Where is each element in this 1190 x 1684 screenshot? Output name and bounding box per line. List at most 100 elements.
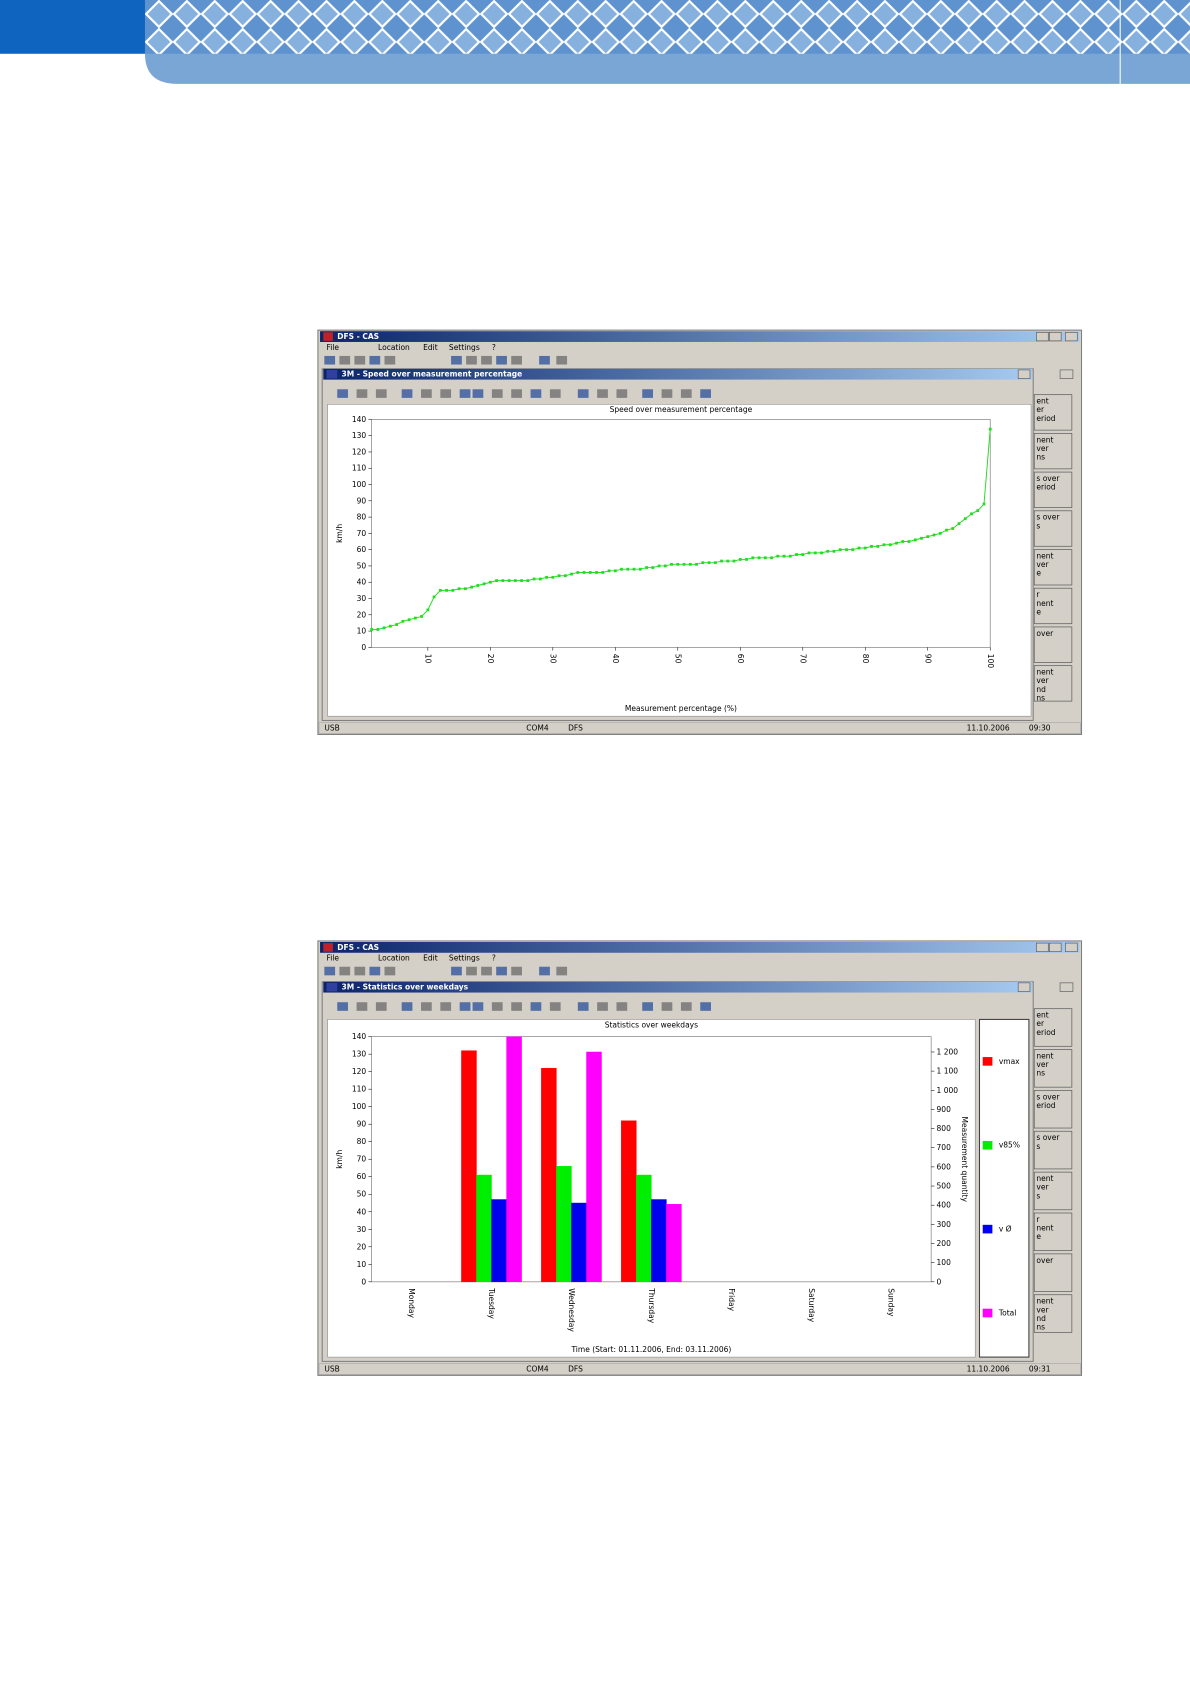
close-button[interactable] [1065,332,1078,342]
data-point [920,536,923,540]
data-point [520,579,523,582]
chart-title: Speed over measurement percentage [610,405,753,414]
data-point [776,554,780,558]
toolbar-icon [496,355,507,365]
data-point [988,427,992,431]
menu-item[interactable]: Edit [423,954,438,963]
toolbar-icon [491,1002,503,1011]
data-point [738,558,742,561]
data-point [420,615,423,618]
side-button-label: ns [1036,1069,1045,1078]
y-tick-label: 140 [352,1032,367,1041]
toolbar-icon [661,1002,673,1011]
side-button[interactable] [1033,1049,1073,1088]
side-button[interactable] [1033,1008,1073,1047]
menu-item[interactable]: File [326,343,339,352]
side-button-label: over [1036,629,1054,638]
minimize-button[interactable] [1036,942,1049,952]
data-point [501,579,505,582]
data-point [863,546,867,550]
toolbar-icon [700,1002,711,1011]
y-tick-label: 130 [352,1050,367,1059]
x-tick-label: Tuesday [487,1287,496,1319]
status-text: COM4 [526,1364,549,1373]
side-button[interactable] [1033,1090,1073,1129]
inner-title-bar [323,368,1033,380]
side-button[interactable] [1033,1171,1073,1211]
side-button[interactable] [1033,394,1073,431]
data-point [670,562,673,566]
side-button-label: nent [1036,1051,1053,1060]
legend-panel [978,1018,1030,1358]
maximize-button[interactable] [1049,942,1062,952]
y-tick-label: 70 [357,529,367,538]
side-button[interactable] [1033,626,1073,663]
side-button[interactable] [1033,1253,1073,1292]
side-button-label: e [1036,607,1041,616]
y-tick-label: 120 [352,1067,367,1076]
side-button[interactable] [1033,665,1073,702]
y-tick-label: 500 [937,1182,952,1191]
menu-item[interactable]: Settings [449,954,480,963]
data-point [682,562,686,566]
side-button-label: nent [1036,1174,1053,1183]
menu-item[interactable]: ? [492,343,496,352]
status-text: 11.10.2006 [967,1364,1010,1373]
toolbar-icon [401,389,413,398]
side-close[interactable] [1059,369,1074,379]
side-button-label: nd [1036,1314,1046,1323]
toolbar-icon [472,1002,484,1011]
data-point [876,545,880,548]
toolbar-icon [511,1002,522,1011]
close-button[interactable] [1065,942,1078,952]
data-point [601,571,605,574]
menu-item[interactable]: ? [492,954,496,963]
menu-item[interactable]: Location [378,343,410,352]
menu-item[interactable]: File [326,954,339,963]
side-button-label: ent [1036,397,1048,406]
toolbar-icon [369,355,381,365]
menu-item[interactable]: Settings [449,343,480,352]
data-point [701,561,705,565]
menu-item[interactable]: Edit [423,343,438,352]
y-tick-label: 110 [352,1085,367,1094]
side-button-label: s over [1036,474,1060,483]
side-close[interactable] [1059,982,1074,992]
side-button-label: e [1036,569,1041,578]
menu-item[interactable]: Location [378,954,410,963]
minimize-button[interactable] [1036,332,1049,342]
data-point [782,554,786,558]
toolbar-icon [459,389,471,398]
side-button[interactable] [1033,510,1073,547]
window-title: 3M - Speed over measurement percentage [342,370,523,379]
side-button[interactable] [1033,549,1073,586]
side-button[interactable] [1033,432,1073,470]
side-button[interactable] [1033,1130,1073,1170]
x-tick-label: 10 [423,654,432,664]
legend-swatch [982,1308,993,1318]
side-button-label: nent [1036,599,1053,608]
inner-close[interactable] [1017,369,1031,379]
side-button[interactable] [1033,587,1073,625]
toolbar-icon [384,355,396,365]
toolbar-icon [616,1002,628,1011]
maximize-button[interactable] [1049,332,1062,342]
data-point [857,546,861,550]
side-button[interactable] [1033,1212,1073,1252]
legend-swatch [982,1057,993,1066]
y-tick-label: 40 [357,578,367,587]
y-tick-label: 80 [357,513,367,522]
side-button-label: ver [1036,560,1049,569]
side-button-label: ns [1036,693,1045,702]
side-button[interactable] [1033,471,1073,508]
toolbar-icon [616,389,628,398]
toolbar-icon [466,355,477,365]
side-button-label: ver [1036,1060,1049,1069]
side-button[interactable] [1033,1294,1073,1333]
side-button-label: eriod [1036,1028,1055,1037]
data-point [838,548,842,552]
y-tick-label: 20 [357,1242,367,1251]
x-tick-label: 70 [798,654,807,664]
toolbar-icon [496,966,507,976]
inner-close[interactable] [1017,982,1031,992]
